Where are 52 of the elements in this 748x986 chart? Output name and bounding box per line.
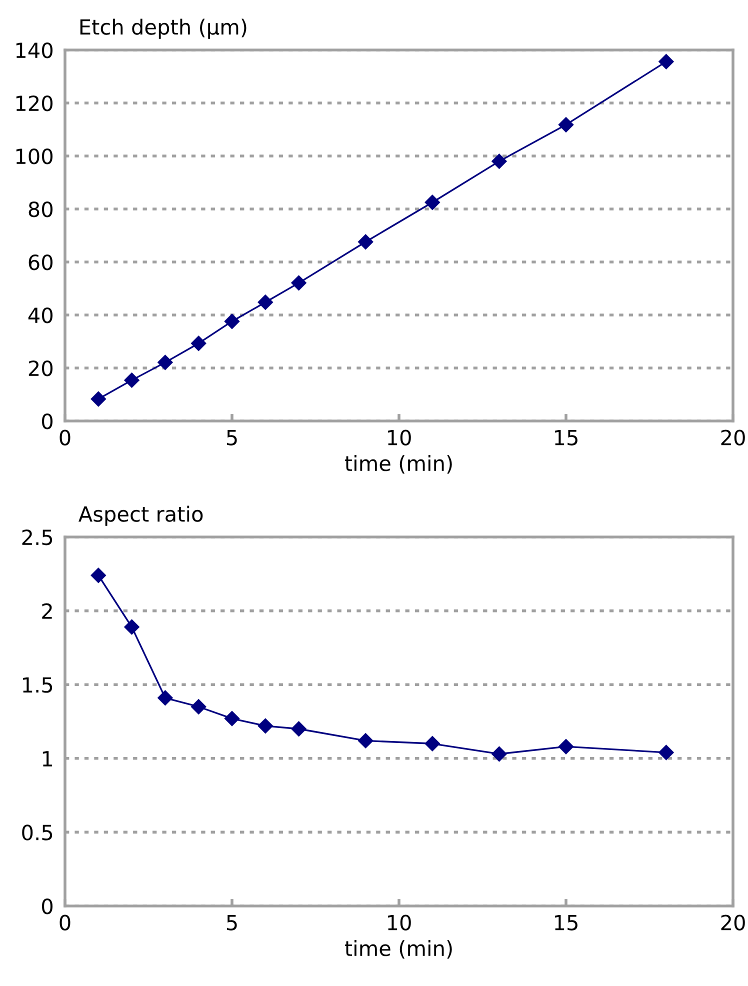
x-axis-title: time (min)	[344, 940, 452, 959]
y-tick-label: 2.5	[22, 529, 52, 546]
y-tick-label: 0	[42, 898, 53, 914]
point	[558, 117, 574, 132]
y-tick-label: 80	[28, 201, 53, 218]
y-tick-label: 40	[28, 307, 53, 324]
point	[158, 354, 173, 370]
y-tick-label: 120	[16, 95, 53, 112]
x-axis-title: time (min)	[344, 455, 452, 474]
point	[558, 739, 574, 754]
point	[90, 568, 106, 583]
y-axis-title: Etch depth (μm)	[80, 18, 246, 39]
point	[258, 718, 273, 734]
point	[492, 154, 507, 169]
point	[224, 710, 240, 726]
y-tick-label: 100	[16, 148, 53, 164]
y-tick-label: 1	[42, 751, 52, 766]
point	[158, 690, 173, 706]
point	[658, 54, 674, 70]
point	[358, 234, 374, 250]
y-tick-label: 60	[28, 254, 53, 270]
x-tick-label: 0	[60, 430, 70, 446]
y-axis-title: Aspect ratio	[78, 506, 203, 526]
y-tick-label: 2	[42, 603, 52, 619]
x-tick-label: 5	[226, 430, 237, 446]
point	[124, 372, 140, 388]
x-tick-label: 10	[388, 430, 411, 446]
x-tick-label: 20	[721, 914, 745, 930]
point	[224, 314, 240, 329]
x-tick-label: 10	[388, 914, 411, 930]
y-tick-label: 0	[42, 413, 53, 430]
point	[191, 336, 206, 351]
point	[291, 721, 306, 736]
point	[424, 194, 440, 210]
point	[424, 736, 440, 752]
point	[658, 744, 674, 760]
point	[492, 746, 507, 762]
y-tick-label: 140	[16, 42, 53, 58]
x-tick-label: 0	[60, 914, 70, 930]
y-tick-label: 1.5	[23, 677, 52, 693]
point	[358, 733, 374, 748]
point	[258, 294, 273, 310]
x-tick-label: 15	[555, 430, 578, 446]
x-tick-label: 20	[721, 430, 745, 446]
point	[191, 699, 206, 714]
point	[90, 391, 106, 407]
point	[291, 275, 306, 291]
x-tick-label: 15	[555, 914, 578, 930]
point	[124, 619, 140, 635]
y-tick-label: 0.5	[22, 824, 52, 840]
x-tick-label: 5	[226, 914, 237, 930]
y-tick-label: 20	[28, 360, 53, 376]
